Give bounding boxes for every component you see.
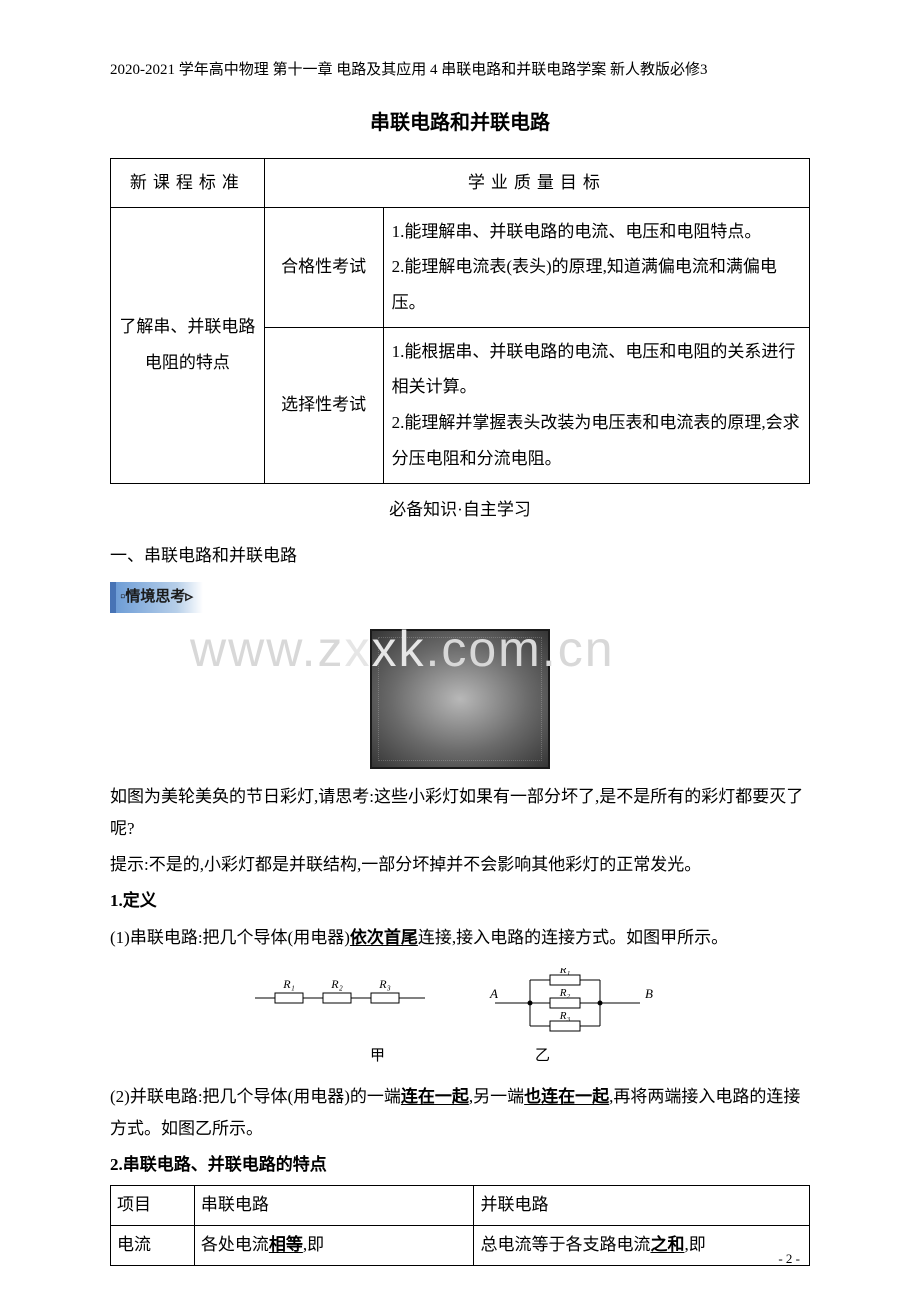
def2-b: 连在一起 xyxy=(401,1087,469,1106)
r1-label: R₁ xyxy=(282,977,295,991)
blue-tag-text: 情境思考 xyxy=(125,589,185,605)
ft-r1c3-c: ,即 xyxy=(684,1235,705,1254)
section-1: 一、串联电路和并联电路 xyxy=(110,540,810,572)
ft-r1c3-a: 总电流等于各支路电流 xyxy=(480,1235,650,1254)
caption-question: 如图为美轮美奂的节日彩灯,请思考:这些小彩灯如果有一部分坏了,是不是所有的彩灯都… xyxy=(110,781,810,846)
features-table: 项目 串联电路 并联电路 电流 各处电流相等,即 总电流等于各支路电流之和,即 xyxy=(110,1185,810,1265)
td-left: 了解串、并联电路电阻的特点 xyxy=(111,207,265,483)
circuit-figures: R₁ R₂ R₃ A B R₁ R₂ R₃ xyxy=(110,968,810,1038)
circuit-captions: 甲 乙 xyxy=(110,1042,810,1071)
th-standard: 新课程标准 xyxy=(111,159,265,208)
ft-h1: 项目 xyxy=(111,1186,195,1226)
ft-r1c2-c: ,即 xyxy=(303,1235,324,1254)
doc-header: 2020-2021 学年高中物理 第十一章 电路及其应用 4 串联电路和并联电路… xyxy=(110,58,810,82)
th-goal: 学业质量目标 xyxy=(264,159,809,208)
b-label: B xyxy=(645,986,653,1001)
ft-r1c2-b: 相等 xyxy=(269,1235,303,1254)
pr2-label: R₂ xyxy=(559,987,571,999)
ft-r1c1: 电流 xyxy=(111,1226,195,1266)
pr1-label: R₁ xyxy=(559,968,571,976)
blue-tag: ▫情境思考▹ xyxy=(110,582,203,613)
page-number: - 2 - xyxy=(778,1247,800,1272)
td-exam2: 选择性考试 xyxy=(264,327,383,483)
ft-r1c2-a: 各处电流 xyxy=(201,1235,269,1254)
r3-label: R₃ xyxy=(378,977,391,991)
ft-r1c3-b: 之和 xyxy=(650,1235,684,1254)
label-jia: 甲 xyxy=(370,1042,385,1071)
def2-a: (2)并联电路:把几个导体(用电器)的一端 xyxy=(110,1087,401,1106)
caption-answer: 提示:不是的,小彩灯都是并联结构,一部分坏掉并不会影响其他彩灯的正常发光。 xyxy=(110,849,810,881)
label-yi: 乙 xyxy=(535,1042,550,1071)
ft-h2: 串联电路 xyxy=(194,1186,474,1226)
ft-h3: 并联电路 xyxy=(474,1186,810,1226)
subtitle: 必备知识·自主学习 xyxy=(110,494,810,526)
ft-r1c3: 总电流等于各支路电流之和,即 xyxy=(474,1226,810,1266)
r2-label: R₂ xyxy=(330,977,343,991)
def2-c: ,另一端 xyxy=(469,1087,524,1106)
pr3-label: R₃ xyxy=(559,1010,571,1022)
td-exam1-items: 1.能理解串、并联电路的电流、电压和电阻特点。 2.能理解电流表(表头)的原理,… xyxy=(383,207,809,327)
doc-title: 串联电路和并联电路 xyxy=(110,104,810,142)
td-exam2-items: 1.能根据串、并联电路的电流、电压和电阻的关系进行相关计算。 2.能理解并掌握表… xyxy=(383,327,809,483)
def2-d: 也连在一起 xyxy=(524,1087,609,1106)
lights-figure xyxy=(110,629,810,769)
features-heading: 2.串联电路、并联电路的特点 xyxy=(110,1149,810,1181)
standards-table: 新课程标准 学业质量目标 了解串、并联电路电阻的特点 合格性考试 1.能理解串、… xyxy=(110,158,810,484)
def-parallel: (2)并联电路:把几个导体(用电器)的一端连在一起,另一端也连在一起,再将两端接… xyxy=(110,1081,810,1146)
lights-image xyxy=(370,629,550,769)
series-circuit-svg: R₁ R₂ R₃ xyxy=(255,968,435,1018)
parallel-circuit-svg: A B R₁ R₂ R₃ xyxy=(485,968,665,1038)
def1-c: 连接,接入电路的连接方式。如图甲所示。 xyxy=(418,928,728,947)
td-exam1: 合格性考试 xyxy=(264,207,383,327)
def1-a: (1)串联电路:把几个导体(用电器) xyxy=(110,928,350,947)
def-series: (1)串联电路:把几个导体(用电器)依次首尾连接,接入电路的连接方式。如图甲所示… xyxy=(110,922,810,954)
a-label: A xyxy=(489,986,498,1001)
definition-heading: 1.定义 xyxy=(110,885,810,917)
ft-r1c2: 各处电流相等,即 xyxy=(194,1226,474,1266)
def1-b: 依次首尾 xyxy=(350,928,418,947)
